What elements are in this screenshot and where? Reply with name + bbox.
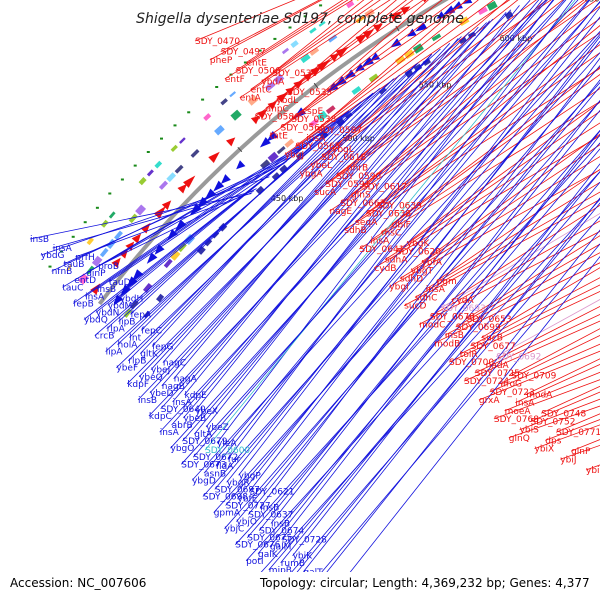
cog-block-inner xyxy=(404,49,415,59)
cog-block-outer xyxy=(159,181,168,190)
cog-block-inner xyxy=(395,55,406,65)
cog-block-far xyxy=(229,91,236,97)
outer-ring-dot xyxy=(201,99,204,101)
cog-block-far xyxy=(290,40,298,48)
gene-label[interactable]: ybgA xyxy=(300,169,324,179)
genome-summary-text: Topology: circular; Length: 4,369,232 bp… xyxy=(259,576,590,590)
gene-label[interactable]: ybiX xyxy=(535,445,555,455)
map-title: Shigella dysenteriae Sd197, complete gen… xyxy=(136,11,464,27)
cog-block-far xyxy=(203,113,211,121)
gene-label[interactable]: SDY_0470 xyxy=(195,37,240,47)
gene-label[interactable]: nagE xyxy=(330,207,353,217)
outer-ring-dot xyxy=(108,193,111,195)
gene-label[interactable]: ybgI xyxy=(389,283,408,293)
gene-label[interactable]: insA xyxy=(160,428,180,438)
cog-block-outer xyxy=(135,204,146,215)
gene-label[interactable]: ybgD xyxy=(192,476,216,486)
accession-text: Accession: NC_007606 xyxy=(10,576,146,590)
cog-block-far xyxy=(171,145,178,152)
gene-label[interactable]: SDY_0768 xyxy=(494,415,539,425)
gene-label[interactable]: sdhB xyxy=(344,226,366,236)
cog-block-outer xyxy=(230,110,241,121)
gene-label[interactable]: pheP xyxy=(210,56,233,66)
gene-label[interactable]: SDY_0586 xyxy=(255,113,300,123)
forward-gene-arrow xyxy=(226,134,238,146)
outer-ring-dot xyxy=(134,165,137,167)
outer-ring-dot xyxy=(187,111,190,113)
gene-label[interactable]: fepB xyxy=(73,299,94,309)
cog-block-inner xyxy=(351,86,361,95)
gene-label[interactable]: mipB xyxy=(269,566,292,576)
cog-block-far xyxy=(282,48,289,54)
gene-label[interactable]: insB xyxy=(30,235,49,245)
gene-label[interactable]: ybiJ xyxy=(560,455,576,465)
cog-block-far xyxy=(139,177,147,185)
cog-block-far xyxy=(309,27,316,33)
gene-label[interactable]: SDY_0767 xyxy=(302,591,347,600)
gene-label[interactable]: SDY_0771 xyxy=(556,428,600,438)
gene-label[interactable]: cydB xyxy=(374,264,396,274)
gene-label[interactable]: modB xyxy=(434,339,460,349)
cog-block-far xyxy=(346,1,354,8)
cog-block-far xyxy=(109,211,116,218)
gene-label[interactable]: lipA xyxy=(106,348,124,358)
outer-ring-dot xyxy=(96,207,99,209)
gene-label[interactable]: fepC xyxy=(141,326,162,336)
outer-ring-dot xyxy=(215,86,218,88)
cog-block-far xyxy=(147,169,154,176)
gene-label[interactable]: nfnB xyxy=(52,267,73,277)
cog-block-inner xyxy=(164,259,173,268)
genome-map: 450 kbp500 kbp550 kbp600 kbp650 kbp700 k… xyxy=(0,0,600,600)
outer-ring-dot xyxy=(72,236,75,238)
gene-label[interactable]: ybdQ xyxy=(84,316,108,326)
gene-label[interactable]: SDY_0641 xyxy=(359,245,404,255)
gene-label[interactable]: SDY_0724 xyxy=(464,377,509,387)
gene-label[interactable]: ybjC xyxy=(225,525,245,535)
cog-block-inner xyxy=(326,105,336,114)
outer-ring-dot xyxy=(273,38,276,40)
reverse-gene-arrow xyxy=(233,160,245,172)
outer-ring-dot xyxy=(174,124,177,126)
reverse-gene-arrow xyxy=(405,29,417,40)
gene-label[interactable]: ybgO xyxy=(171,444,195,454)
cog-block-far xyxy=(179,137,186,144)
rna-block xyxy=(156,294,164,302)
gene-label[interactable]: ybeF xyxy=(116,364,138,374)
gene-label[interactable]: insB xyxy=(138,396,157,406)
cog-block-outer xyxy=(166,172,176,182)
outer-ring-dot xyxy=(121,179,124,181)
gene-label[interactable]: glnQ xyxy=(509,434,530,444)
leader-line xyxy=(183,0,544,418)
leader-line xyxy=(109,162,286,283)
cog-block-far xyxy=(220,98,228,105)
outer-ring-dot xyxy=(84,221,87,223)
gene-label[interactable]: ybdG xyxy=(41,251,65,261)
gene-label[interactable]: entF xyxy=(225,75,245,85)
gene-label[interactable]: grxA xyxy=(479,396,500,406)
gene-label[interactable]: sucD xyxy=(404,302,426,312)
cog-block-outer xyxy=(214,125,225,136)
gene-label[interactable]: kdpC xyxy=(149,412,172,422)
gene-label[interactable]: potI xyxy=(246,557,263,567)
gene-label[interactable]: kdpF xyxy=(127,380,149,390)
cog-block-outer xyxy=(191,149,200,158)
gene-label[interactable]: tatE xyxy=(270,132,289,142)
cog-block-far xyxy=(154,161,162,169)
cog-block-outer xyxy=(175,165,184,174)
map-panel: 450 kbp500 kbp550 kbp600 kbp650 kbp700 k… xyxy=(30,0,600,600)
gene-label[interactable]: tauC xyxy=(62,283,83,293)
forward-gene-arrow xyxy=(208,149,222,163)
gene-label[interactable]: crcB xyxy=(95,332,115,342)
gene-label[interactable]: ybgJ xyxy=(285,150,304,160)
cog-block-outer xyxy=(100,248,109,257)
outer-ring-dot xyxy=(147,151,150,153)
gene-label[interactable]: SDY_0700 xyxy=(449,358,494,368)
outer-ring-dot xyxy=(160,138,163,140)
gene-label[interactable]: entA xyxy=(240,94,262,104)
gene-label[interactable]: modC xyxy=(419,320,445,330)
gene-label[interactable]: ybiH xyxy=(586,466,600,476)
outer-ring-dot xyxy=(319,4,322,6)
gene-label[interactable]: sucA xyxy=(315,188,337,198)
